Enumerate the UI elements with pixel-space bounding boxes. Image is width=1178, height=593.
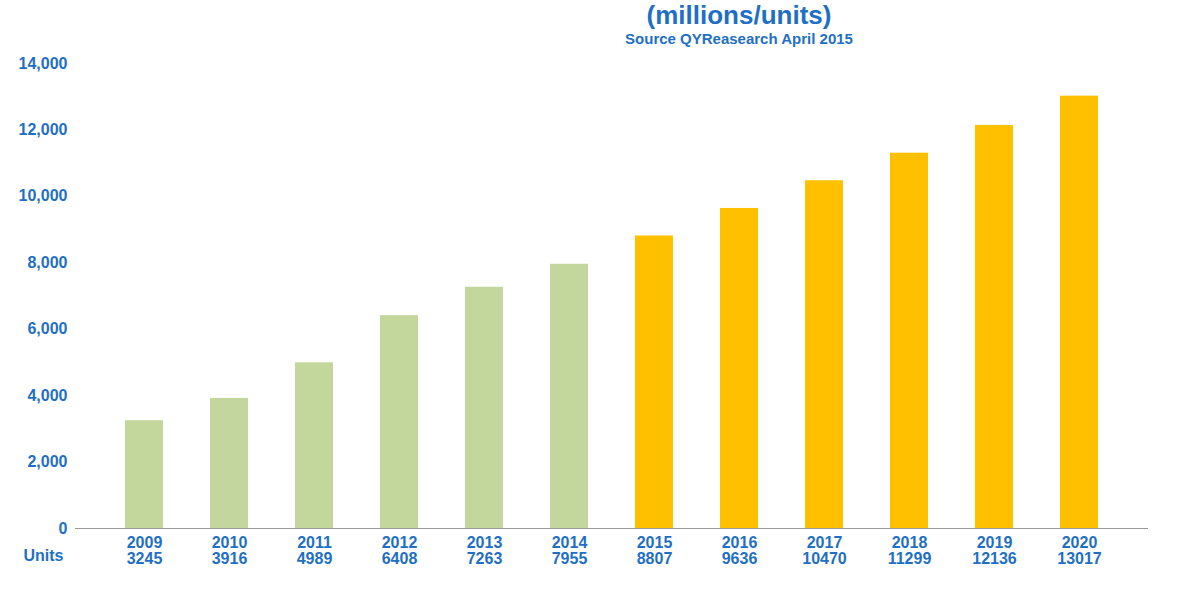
svg-text:6,000: 6,000 <box>27 320 67 337</box>
svg-text:20126408: 20126408 <box>382 534 418 567</box>
svg-text:2,000: 2,000 <box>27 453 67 470</box>
svg-text:20114989: 20114989 <box>297 534 333 567</box>
html-text:(millions/units): (millions/units) <box>646 0 832 30</box>
svg-text:4,000: 4,000 <box>27 387 67 404</box>
svg-text:14,000: 14,000 <box>19 55 68 72</box>
svg-text:201811299: 201811299 <box>888 534 932 567</box>
svg-text:10,000: 10,000 <box>19 187 68 204</box>
svg-text:Units: Units <box>24 547 64 564</box>
svg-text:20103916: 20103916 <box>212 534 248 567</box>
svg-text:8,000: 8,000 <box>27 254 67 271</box>
svg-text:20147955: 20147955 <box>552 534 588 567</box>
svg-text:20093245: 20093245 <box>127 534 163 567</box>
svg-text:201912136: 201912136 <box>972 534 1017 567</box>
svg-text:20169636: 20169636 <box>722 534 758 567</box>
svg-text:0: 0 <box>59 520 68 537</box>
svg-text:202013017: 202013017 <box>1057 534 1102 567</box>
svg-text:12,000: 12,000 <box>19 121 68 138</box>
svg-text:20137263: 20137263 <box>467 534 503 567</box>
svg-text:201710470: 201710470 <box>802 534 847 567</box>
html-text:Source QYReasearch April 2015: Source QYReasearch April 2015 <box>625 30 853 47</box>
svg-text:20158807: 20158807 <box>637 534 673 567</box>
